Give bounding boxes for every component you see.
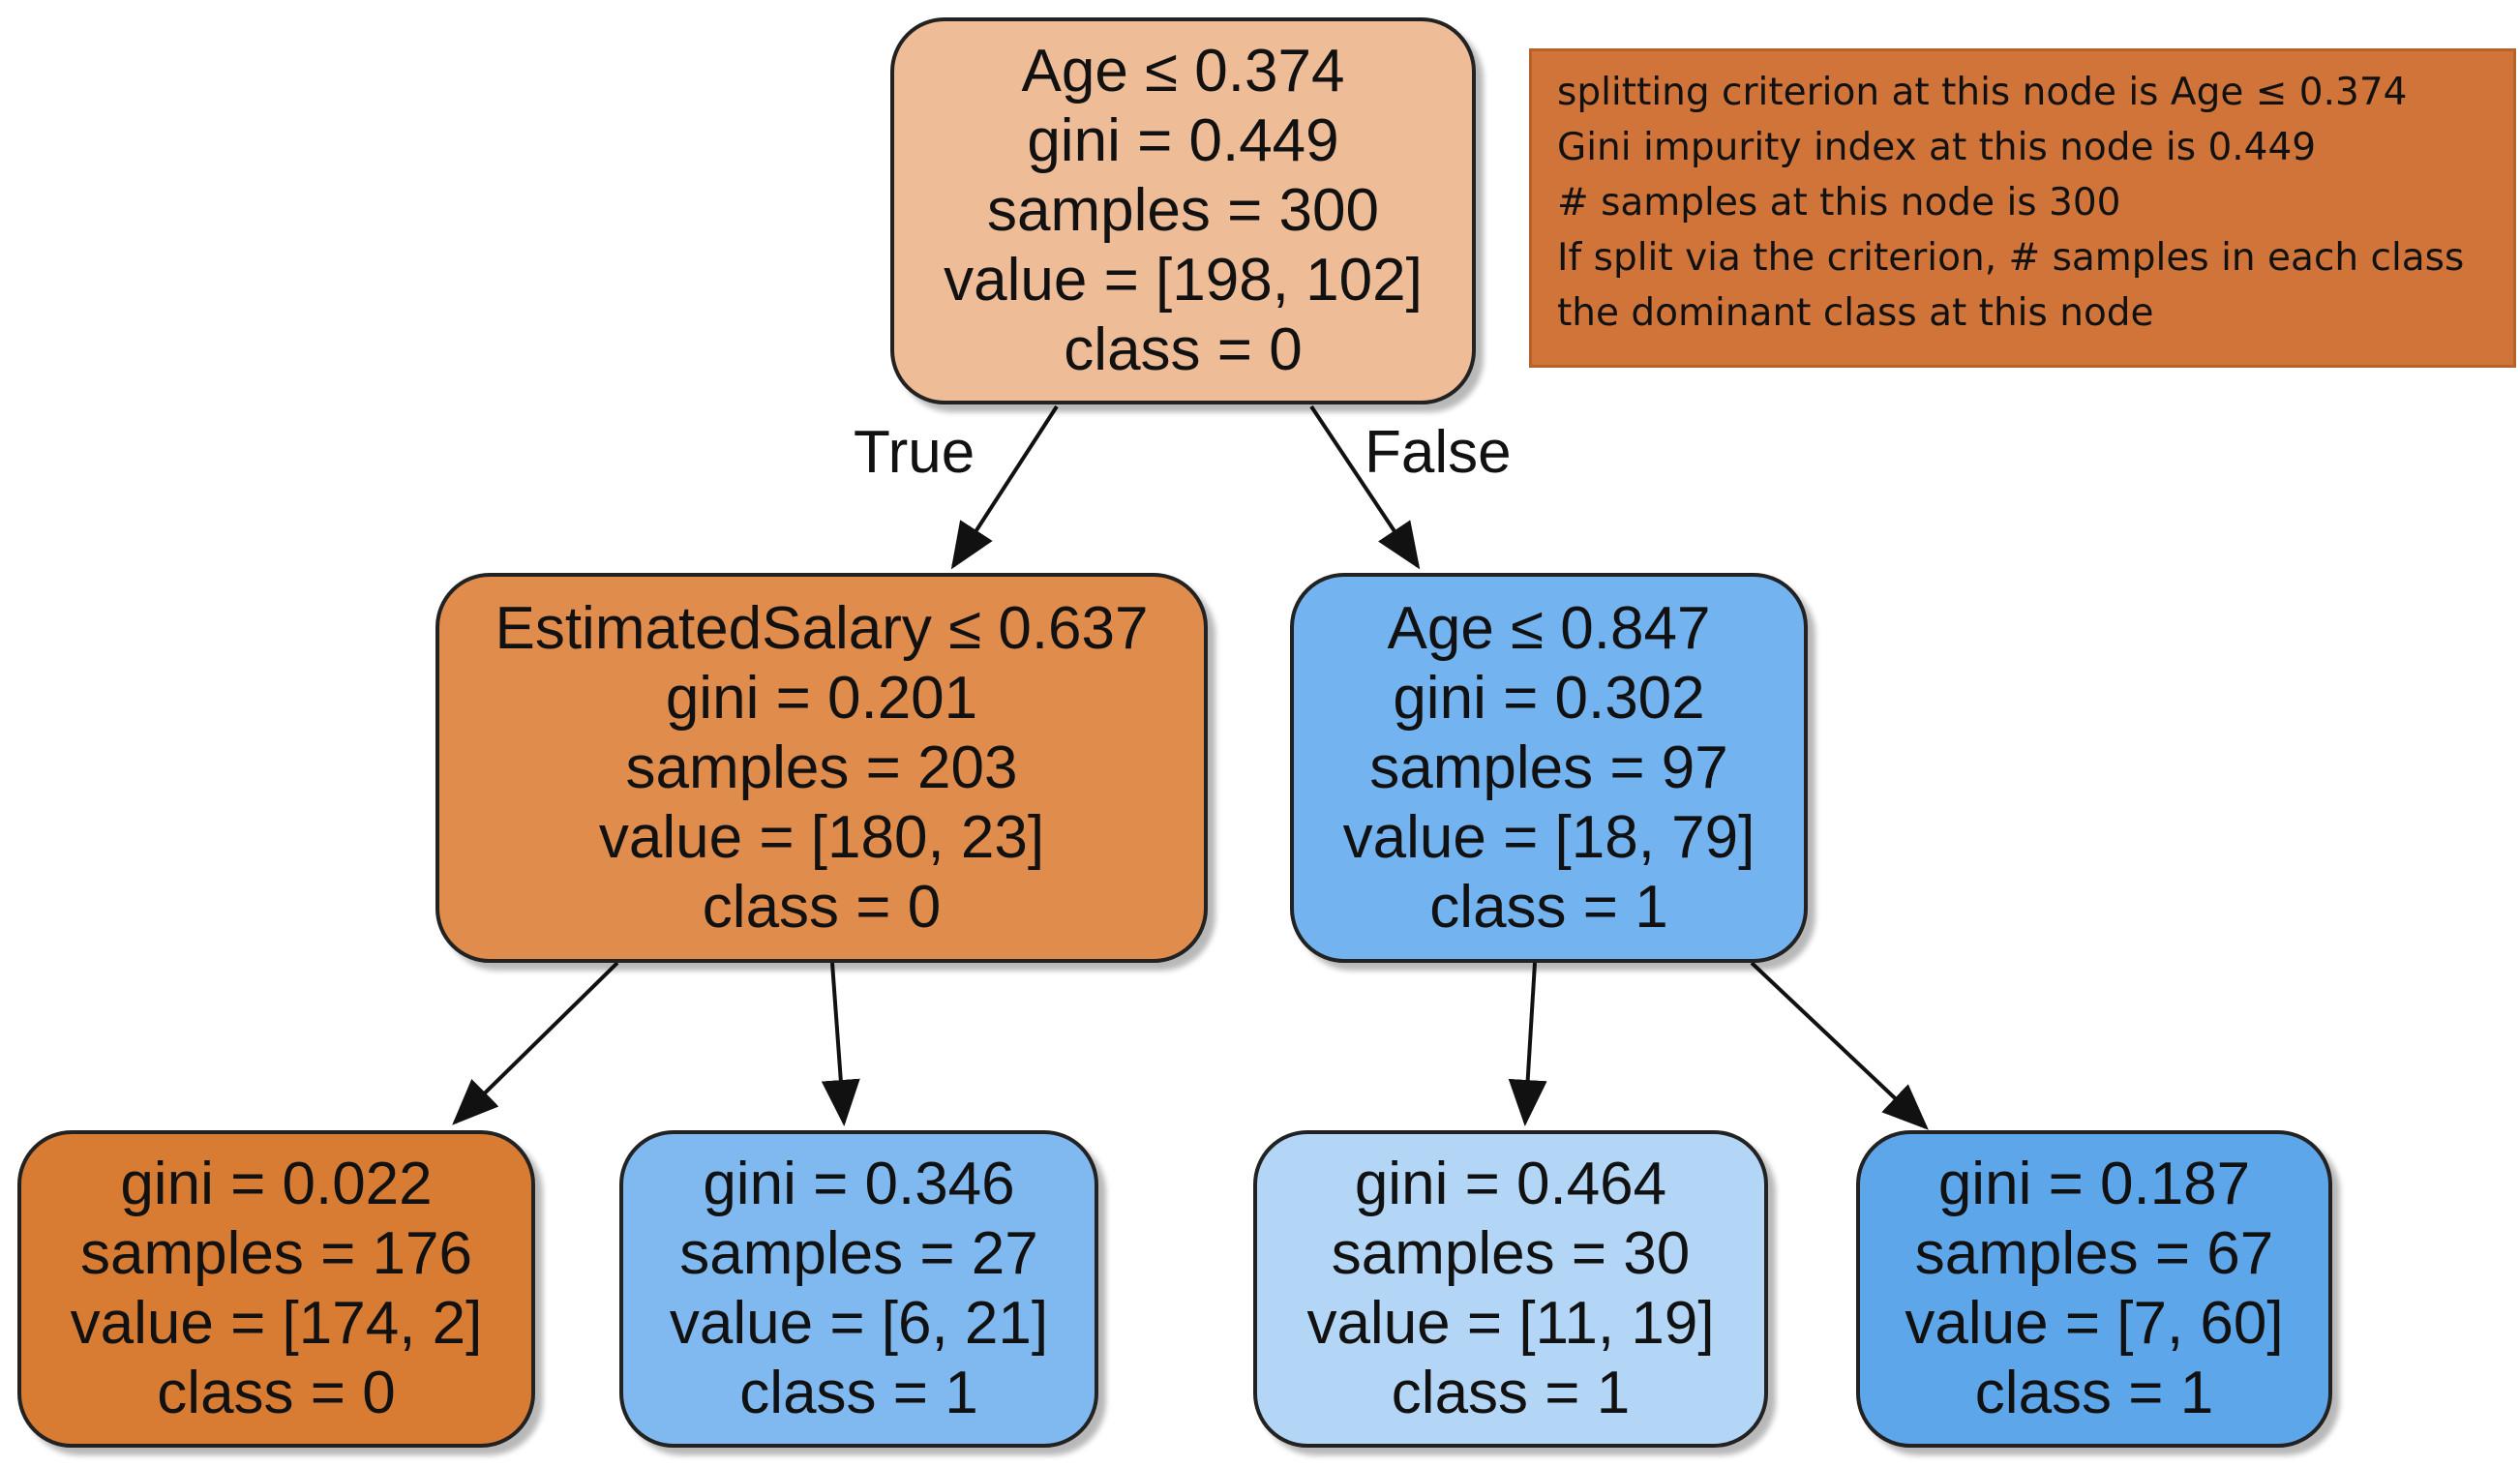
edge-root-to-right (1309, 404, 1421, 570)
node-class: class = 0 (1064, 316, 1303, 383)
node-split-criterion: Age ≤ 0.847 (1387, 594, 1711, 662)
node-class: class = 1 (1974, 1360, 2214, 1426)
edge-label-false: False (1365, 419, 1512, 486)
node-class: class = 0 (157, 1360, 396, 1426)
node-gini: gini = 0.187 (1937, 1151, 2251, 1217)
edge-right-to-leaf-rl (1508, 962, 1547, 1126)
tree-leaf-left-right: gini = 0.346 samples = 27 value = [6, 21… (619, 1130, 1098, 1448)
tree-node-right: Age ≤ 0.847 gini = 0.302 samples = 97 va… (1290, 573, 1808, 963)
node-value: value = [18, 79] (1342, 803, 1755, 871)
edge-left-to-leaf-lr (821, 962, 860, 1126)
legend-line-gini: Gini impurity index at this node is 0.44… (1557, 126, 2317, 169)
node-samples: samples = 30 (1331, 1220, 1691, 1287)
legend-line-samples: # samples at this node is 300 (1557, 181, 2121, 225)
tree-leaf-left-left: gini = 0.022 samples = 176 value = [174,… (17, 1130, 535, 1448)
tree-node-left: EstimatedSalary ≤ 0.637 gini = 0.201 sam… (435, 573, 1208, 963)
node-value: value = [174, 2] (70, 1290, 483, 1357)
node-split-criterion: EstimatedSalary ≤ 0.637 (495, 594, 1149, 662)
node-samples: samples = 203 (625, 734, 1018, 801)
legend-line-split: splitting criterion at this node is Age … (1557, 71, 2408, 114)
node-class: class = 0 (702, 873, 942, 941)
node-samples: samples = 97 (1369, 734, 1728, 801)
edge-label-true: True (854, 419, 975, 486)
legend-line-value: If split via the criterion, # samples in… (1557, 236, 2465, 280)
tree-leaf-right-right: gini = 0.187 samples = 67 value = [7, 60… (1856, 1130, 2332, 1448)
node-gini: gini = 0.449 (1027, 107, 1339, 174)
node-value: value = [6, 21] (669, 1290, 1049, 1357)
node-value: value = [7, 60] (1905, 1290, 2284, 1357)
node-gini: gini = 0.201 (665, 664, 978, 732)
node-class: class = 1 (1391, 1360, 1631, 1426)
annotation-legend-box: splitting criterion at this node is Age … (1529, 48, 2516, 368)
node-value: value = [198, 102] (944, 247, 1423, 314)
tree-node-root: Age ≤ 0.374 gini = 0.449 samples = 300 v… (890, 17, 1476, 404)
node-value: value = [11, 19] (1306, 1290, 1715, 1357)
node-samples: samples = 67 (1914, 1220, 2274, 1287)
node-gini: gini = 0.346 (703, 1151, 1015, 1217)
node-gini: gini = 0.464 (1354, 1151, 1667, 1217)
node-class: class = 1 (739, 1360, 978, 1426)
legend-line-class: the dominant class at this node (1557, 291, 2154, 335)
edge-left-to-leaf-ll (452, 961, 619, 1125)
node-gini: gini = 0.022 (120, 1151, 433, 1217)
edge-right-to-leaf-rr (1750, 961, 1929, 1130)
node-split-criterion: Age ≤ 0.374 (1021, 38, 1345, 105)
edge-root-to-left (950, 404, 1059, 570)
tree-leaf-right-left: gini = 0.464 samples = 30 value = [11, 1… (1253, 1130, 1768, 1448)
node-samples: samples = 300 (987, 177, 1379, 244)
node-class: class = 1 (1429, 873, 1668, 941)
node-gini: gini = 0.302 (1393, 664, 1705, 732)
node-samples: samples = 27 (679, 1220, 1038, 1287)
node-samples: samples = 176 (80, 1220, 472, 1287)
node-value: value = [180, 23] (598, 803, 1045, 871)
